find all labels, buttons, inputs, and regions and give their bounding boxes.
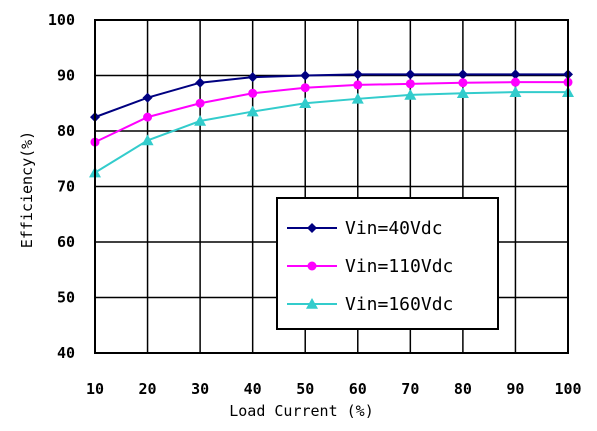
- data-point: [143, 112, 153, 122]
- data-point: [509, 86, 522, 97]
- x-tick-labels: 10 20 30 40 50 60 70 80 90 100: [86, 380, 582, 398]
- y-tick-label: 90: [57, 67, 75, 85]
- x-tick-label: 30: [191, 380, 209, 398]
- x-tick-label: 90: [506, 380, 524, 398]
- legend-label: Vin=40Vdc: [345, 218, 443, 239]
- series-line: [94, 73, 568, 119]
- x-tick-label: 60: [349, 380, 367, 398]
- legend-marker: [306, 298, 318, 309]
- y-tick-label: 80: [57, 122, 75, 140]
- legend-label: Vin=160Vdc: [345, 294, 453, 315]
- data-point: [404, 88, 417, 100]
- y-tick-label: 70: [57, 178, 75, 196]
- data-point: [458, 78, 468, 88]
- y-tick-label: 50: [57, 289, 75, 307]
- y-tick-labels: 40 50 60 70 80 90 100: [48, 11, 75, 362]
- data-point: [195, 77, 206, 88]
- data-point: [405, 69, 416, 80]
- legend: Vin=40Vdc Vin=110Vdc Vin=160Vdc: [276, 197, 499, 330]
- legend-marker: [307, 261, 317, 271]
- series-layer: [89, 69, 574, 178]
- data-point: [456, 87, 469, 99]
- legend-item-1: Vin=40Vdc: [287, 218, 443, 239]
- x-tick-label: 20: [139, 380, 157, 398]
- data-point: [246, 105, 259, 117]
- data-point: [300, 83, 310, 93]
- x-axis-label: Load Current (%): [229, 402, 374, 420]
- series-line: [94, 91, 568, 174]
- data-point: [510, 69, 521, 80]
- y-tick-label: 60: [57, 233, 75, 251]
- x-tick-label: 80: [454, 380, 472, 398]
- series-2: [90, 77, 573, 147]
- data-point: [351, 92, 364, 104]
- data-point: [142, 92, 153, 103]
- data-point: [247, 72, 258, 83]
- legend-marker: [307, 223, 317, 233]
- data-point: [141, 134, 154, 146]
- data-point: [510, 77, 520, 87]
- y-axis-label: Efficiency(%): [18, 131, 36, 248]
- x-tick-label: 40: [244, 380, 262, 398]
- data-point: [195, 98, 205, 108]
- data-point: [194, 115, 207, 126]
- y-tick-label: 100: [48, 11, 75, 29]
- data-point: [353, 80, 363, 90]
- data-point: [457, 69, 468, 80]
- legend-item-3: Vin=160Vdc: [287, 294, 453, 315]
- data-point: [299, 97, 312, 109]
- series-1: [90, 69, 573, 123]
- x-tick-label: 50: [296, 380, 314, 398]
- x-tick-label: 70: [401, 380, 419, 398]
- x-tick-label: 100: [554, 380, 581, 398]
- plot-frame: [94, 19, 569, 354]
- legend-item-2: Vin=110Vdc: [287, 256, 453, 277]
- series-3: [89, 86, 574, 178]
- series-line: [94, 81, 568, 144]
- data-point: [248, 88, 258, 98]
- y-tick-label: 40: [57, 344, 75, 362]
- legend-label: Vin=110Vdc: [345, 256, 453, 277]
- x-tick-label: 10: [86, 380, 104, 398]
- data-point: [300, 70, 311, 81]
- data-point: [405, 79, 415, 89]
- data-point: [352, 69, 363, 80]
